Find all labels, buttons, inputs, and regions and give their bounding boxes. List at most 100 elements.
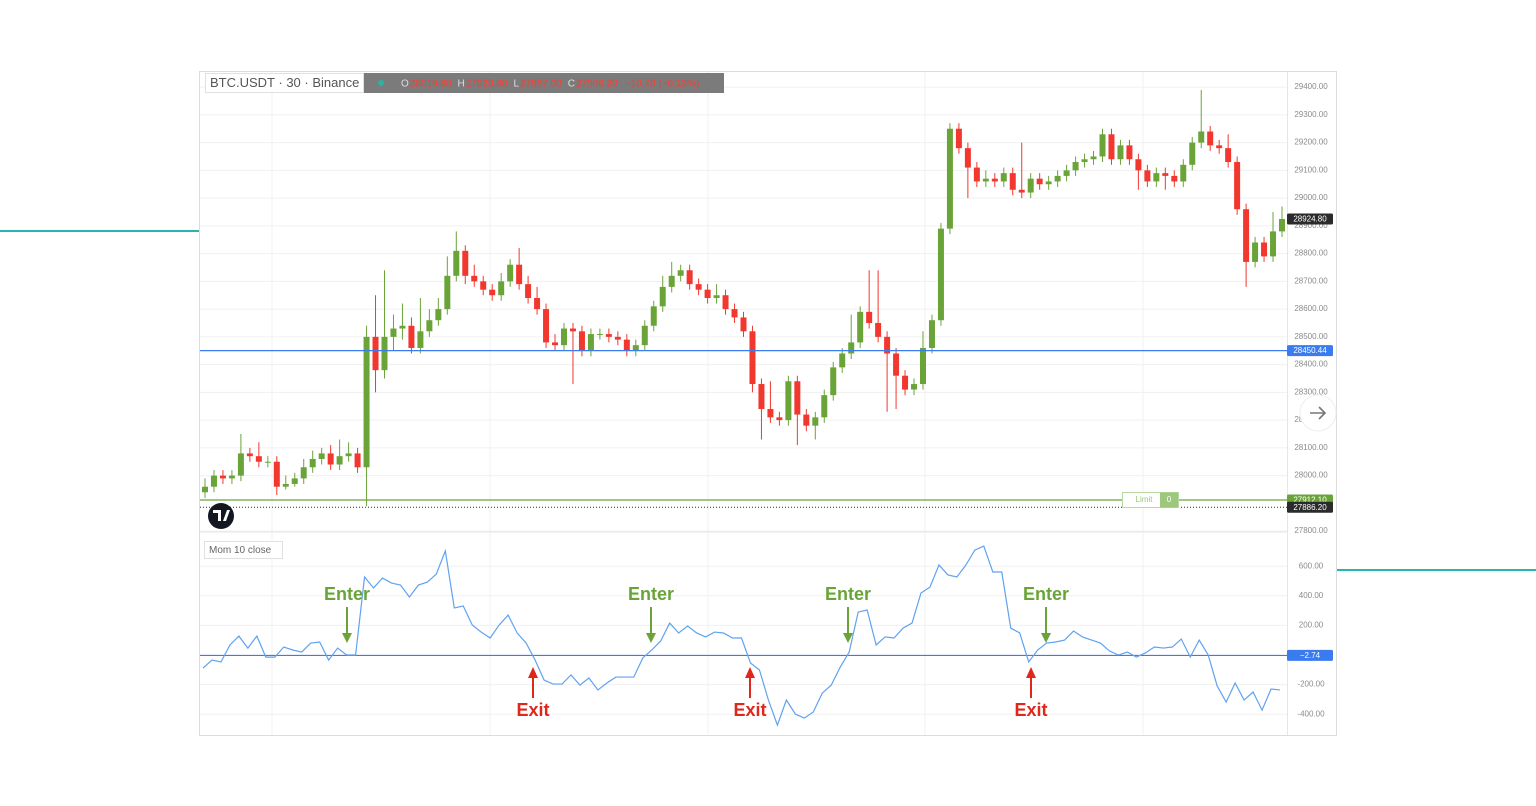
candle-body: [569, 328, 576, 332]
level-label: 27912.10: [1293, 496, 1327, 505]
candle-body: [857, 311, 864, 343]
candle-body: [525, 284, 532, 299]
candle-body: [946, 128, 953, 229]
candle-body: [794, 381, 801, 415]
candle-body: [435, 309, 442, 321]
annotation: Enter: [628, 584, 674, 604]
candle-body: [866, 311, 873, 323]
candle-body: [1171, 175, 1178, 182]
indicator-label-box: [204, 541, 283, 559]
candle-body: [1045, 181, 1052, 185]
ohlc-key: O: [401, 79, 409, 90]
ohlc-key: L: [513, 79, 519, 90]
candle-body: [309, 458, 316, 468]
candle-body: [920, 347, 926, 385]
candle-body: [722, 295, 729, 310]
candle-body: [587, 334, 594, 351]
status-dot: [378, 80, 384, 86]
y-tick-label: 29200.00: [1294, 138, 1328, 147]
candle-body: [390, 328, 397, 337]
y-tick-label: 28800.00: [1294, 249, 1328, 258]
candle-body: [453, 250, 460, 276]
candle-body: [282, 483, 289, 487]
y-tick-label: 28900.00: [1294, 221, 1328, 230]
candle-body: [686, 270, 693, 285]
candle-body: [758, 384, 765, 410]
y-tick-label: 28600.00: [1294, 304, 1328, 313]
candle-body: [246, 453, 253, 457]
candle-body: [381, 336, 388, 371]
candle-body: [471, 275, 478, 282]
candle-body: [902, 375, 909, 390]
candle-body: [1162, 173, 1169, 176]
annotation: Enter: [324, 584, 370, 604]
y-tick-label: 28700.00: [1294, 276, 1328, 285]
candle-body: [839, 353, 846, 368]
annotation: Exit: [733, 700, 766, 720]
candle-body: [273, 461, 280, 487]
candle-body: [516, 264, 523, 285]
candle-body: [1090, 156, 1097, 160]
candle-body: [812, 417, 819, 426]
y-tick-label: 400.00: [1299, 591, 1324, 600]
annotation: Exit: [516, 700, 549, 720]
y-tick-label: 28400.00: [1294, 360, 1328, 369]
ohlc-value: 27906.20: [576, 79, 618, 90]
candle-body: [561, 328, 567, 346]
candle-body: [210, 475, 217, 487]
y-tick-label: -400.00: [1297, 709, 1325, 718]
candle-body: [1198, 131, 1205, 143]
y-tick-label: 28000.00: [1294, 471, 1328, 480]
y-tick-label: 29400.00: [1294, 82, 1328, 91]
y-tick-label: 29100.00: [1294, 165, 1328, 174]
candle-body: [408, 325, 415, 348]
candle-body: [291, 478, 298, 484]
candle-body: [623, 339, 630, 351]
annotation-arrowhead: [528, 667, 538, 678]
annotation-arrowhead: [646, 633, 656, 643]
candle-body: [462, 250, 469, 276]
legend-title: BTC.USDT · 30 · Binance: [210, 75, 359, 90]
candle-body: [1072, 162, 1079, 171]
ohlc-value: 27867.00: [520, 79, 562, 90]
candle-body: [1018, 189, 1025, 193]
candle-body: [1252, 242, 1259, 262]
plot: 29400.00 29300.00 29200.00 29100.00 29000.00…: [200, 73, 1333, 727]
candle-body: [1144, 170, 1151, 182]
limit-qty-box: [1160, 492, 1178, 508]
candle-body: [1081, 159, 1088, 163]
candle-body: [875, 322, 882, 337]
candle-body: [1054, 175, 1061, 182]
ohlc-value: 27920.80: [466, 79, 508, 90]
candle-body: [659, 286, 666, 307]
candle-body: [543, 309, 550, 343]
scroll-button[interactable]: [1299, 394, 1337, 432]
annotation-arrowhead: [745, 667, 755, 678]
candle-body: [830, 367, 837, 396]
candle-body: [749, 331, 756, 385]
y-tick-label: 28300.00: [1294, 387, 1328, 396]
momentum-line: [202, 545, 1281, 727]
y-tick-label: 600.00: [1299, 561, 1324, 570]
candle-body: [489, 289, 496, 296]
candle-body: [399, 325, 406, 329]
candle-body: [228, 475, 235, 479]
candle-body: [632, 345, 639, 351]
candle-body: [982, 178, 989, 182]
candle-body: [731, 309, 738, 318]
candle-body: [1225, 148, 1232, 163]
candle-body: [498, 281, 505, 296]
candle-body: [677, 270, 684, 276]
candle-body: [1153, 173, 1160, 182]
candle-body: [345, 453, 352, 457]
candle-body: [937, 228, 944, 321]
candle-body: [821, 395, 828, 418]
candle-body: [605, 334, 612, 337]
candle-body: [911, 384, 918, 390]
annotation: Exit: [1014, 700, 1047, 720]
candle-body: [354, 453, 361, 468]
candle-body: [507, 264, 514, 282]
ohlc-value: −10.70 (−0.13%): [625, 79, 700, 90]
limit-label: Limit: [1136, 495, 1154, 504]
candle-body: [803, 414, 810, 426]
